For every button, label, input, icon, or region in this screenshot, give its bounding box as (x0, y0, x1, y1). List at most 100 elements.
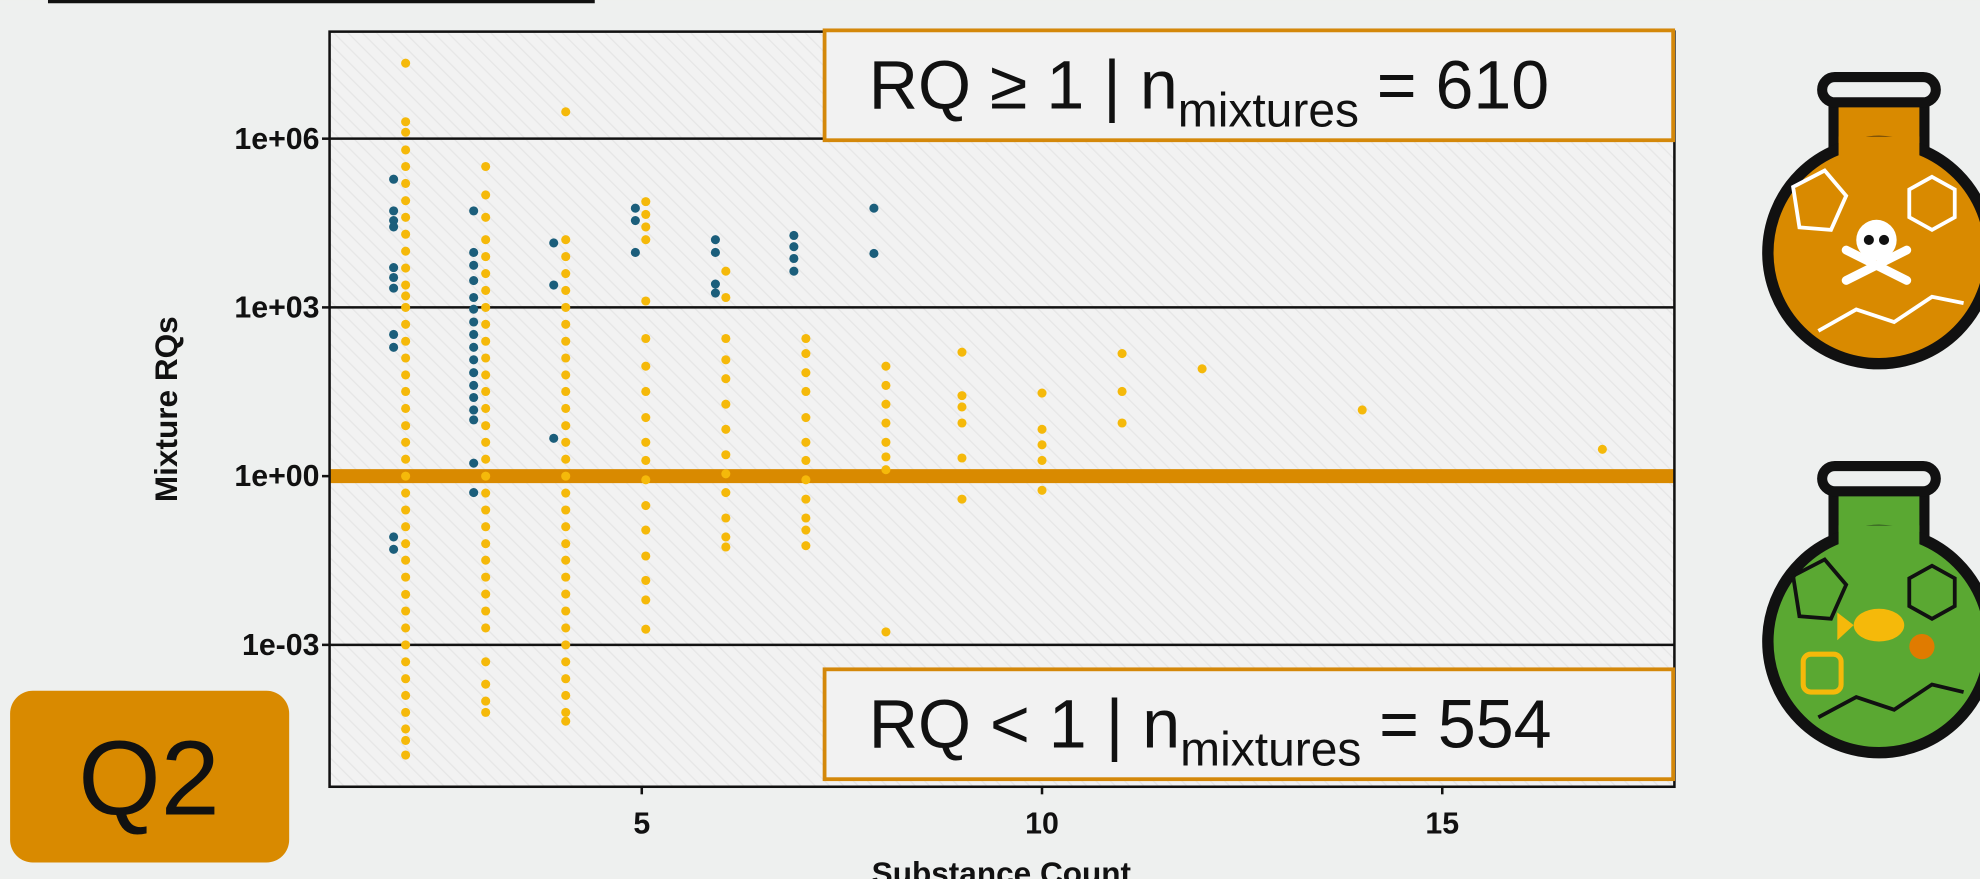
point (641, 500, 651, 511)
point (481, 572, 491, 582)
point (881, 465, 891, 475)
point (721, 532, 731, 542)
point (1037, 388, 1047, 398)
point (481, 336, 491, 346)
point (481, 285, 491, 296)
point (641, 235, 651, 245)
point (549, 433, 559, 443)
point (389, 216, 399, 226)
point (401, 623, 411, 633)
point (561, 505, 571, 515)
annotation-text: RQ ≥ 1 | n (869, 48, 1178, 124)
annotation: RQ < 1 | nmixtures = 554 (869, 687, 1552, 777)
point (561, 623, 571, 633)
point (401, 319, 411, 329)
point (401, 353, 411, 363)
point (641, 413, 651, 423)
point (641, 525, 651, 535)
point (641, 209, 651, 219)
point (641, 551, 651, 561)
point (561, 539, 571, 549)
point (561, 572, 571, 582)
annotation-subscript: mixtures (1180, 723, 1361, 776)
point (721, 292, 731, 303)
point (721, 424, 731, 434)
point (561, 640, 571, 650)
point (389, 532, 399, 542)
point (801, 386, 811, 397)
point (469, 247, 479, 257)
point (401, 246, 411, 256)
point (710, 288, 720, 298)
point (801, 437, 811, 447)
point (469, 368, 479, 378)
point (401, 196, 411, 206)
point (801, 525, 811, 535)
point (469, 329, 479, 340)
point (561, 522, 571, 532)
point (561, 606, 571, 616)
point (957, 453, 967, 463)
point (561, 353, 571, 363)
point (721, 355, 731, 365)
point (549, 238, 559, 248)
point (957, 494, 967, 504)
point (481, 252, 491, 262)
point (401, 555, 411, 565)
point (1597, 444, 1607, 454)
point (469, 458, 479, 468)
point (561, 268, 571, 279)
point (561, 589, 571, 599)
point (401, 117, 411, 127)
point (561, 657, 571, 667)
point (561, 370, 571, 380)
point (401, 750, 411, 760)
point (630, 247, 640, 257)
point (881, 452, 891, 462)
point (469, 206, 479, 216)
point (561, 252, 571, 262)
point (721, 513, 731, 523)
points (389, 58, 1607, 760)
point (481, 212, 491, 222)
badge-text: Q2 (78, 720, 220, 838)
point (469, 260, 479, 270)
point (721, 469, 731, 479)
point (881, 361, 891, 371)
point (401, 674, 411, 684)
flask-safe (1762, 460, 1980, 759)
point (481, 657, 491, 667)
point (401, 161, 411, 172)
point (1117, 418, 1127, 428)
badge (10, 690, 290, 863)
x-tick-label: 15 (1425, 807, 1459, 840)
point (710, 235, 720, 245)
point (481, 522, 491, 532)
point (481, 679, 491, 689)
point (401, 58, 411, 68)
point (401, 229, 411, 239)
point (481, 161, 491, 172)
point (789, 230, 799, 241)
point (561, 716, 571, 726)
point (801, 349, 811, 359)
point (401, 471, 411, 481)
point (561, 421, 571, 431)
point (561, 471, 571, 481)
annotation-box (822, 667, 1676, 782)
point (389, 342, 399, 352)
point (801, 333, 811, 344)
point (469, 355, 479, 365)
point (389, 272, 399, 283)
point (401, 291, 411, 301)
point (389, 222, 399, 232)
point (561, 285, 571, 296)
point (401, 522, 411, 532)
point (481, 589, 491, 599)
point (561, 302, 571, 312)
point (561, 319, 571, 329)
plot-area (329, 31, 1675, 787)
point (789, 253, 799, 264)
point (801, 368, 811, 378)
point (881, 399, 891, 409)
